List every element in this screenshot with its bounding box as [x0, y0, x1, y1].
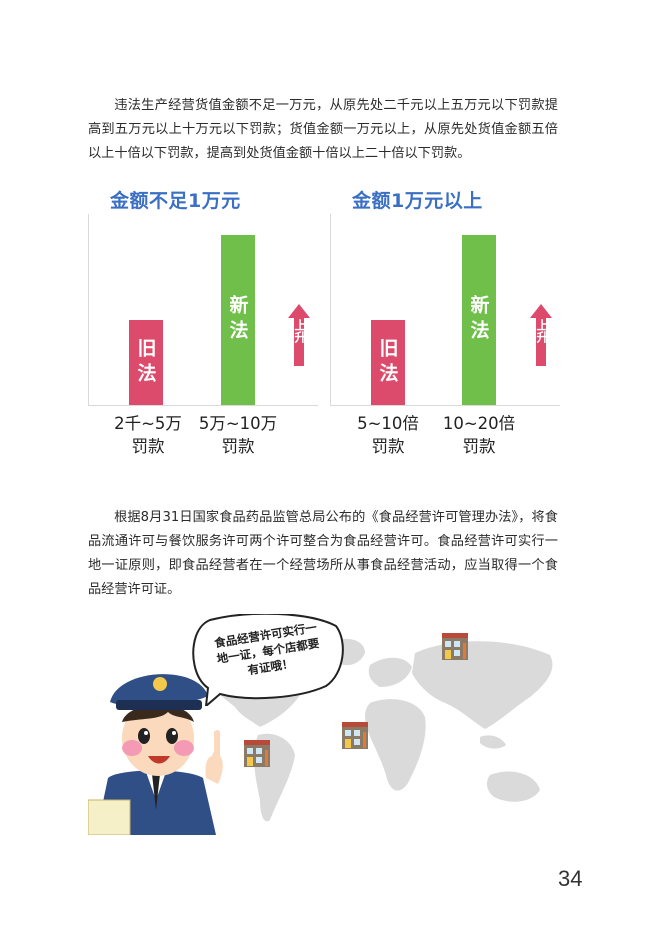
chart1-rise-arrow-icon: 上升 [288, 304, 310, 366]
chart1-y-axis [88, 214, 89, 406]
officer-character-icon [88, 674, 223, 835]
chart2-baseline [330, 405, 560, 406]
chart1-bar-new-law: 新法 [221, 235, 255, 405]
chart2-bar-old-law: 旧法 [371, 320, 405, 405]
chart2-y-axis [330, 214, 331, 406]
speech-bubble [192, 614, 344, 706]
chart2-rise-arrow-icon: 上升 [530, 304, 552, 366]
shop-icon [244, 740, 270, 767]
chart1-title: 金额不足1万元 [110, 190, 241, 212]
page-number: 34 [558, 866, 583, 891]
chart2-category-1: 5~10倍 罚款 [357, 414, 419, 456]
chart2-bar-new-law: 新法 [462, 235, 496, 405]
shop-icon [342, 722, 368, 749]
intro-paragraph-1: 违法生产经营货值金额不足一万元，从原先处二千元以上五万元以下罚款提高到五万元以上… [88, 98, 558, 161]
chart1-category-1: 2千~5万 罚款 [114, 414, 182, 456]
chart2-category-2: 10~20倍 罚款 [442, 414, 516, 456]
chart1-bar-old-law: 旧法 [129, 320, 163, 405]
world-map-icon [209, 638, 553, 822]
intro-paragraph-2: 根据8月31日国家食品药品监管总局公布的《食品经营许可管理办法》，将食品流通许可… [88, 510, 558, 597]
chart1-rise-label: 上升 [293, 319, 307, 343]
chart1-category-2: 5万~10万 罚款 [198, 414, 278, 456]
shop-icon [442, 633, 468, 660]
chart1-baseline [88, 405, 318, 406]
chart2-rise-label: 上升 [535, 319, 549, 343]
chart2-title: 金额1万元以上 [352, 190, 483, 212]
